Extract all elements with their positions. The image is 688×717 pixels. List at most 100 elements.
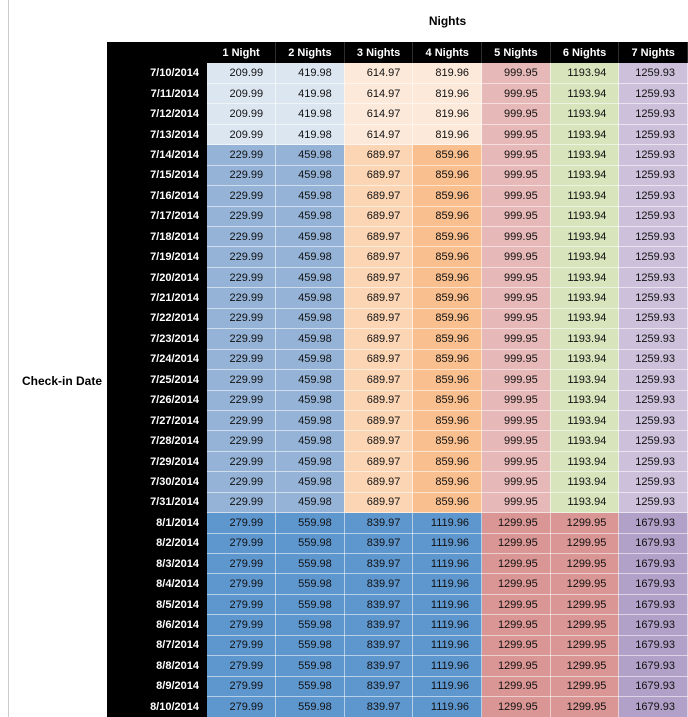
price-cell: 1259.93 — [618, 308, 688, 330]
date-cell: 8/6/2014 — [107, 614, 207, 636]
price-cell: 1193.94 — [550, 63, 620, 84]
table-row: 8/10/2014 279.99 559.98 839.97 1119.96 1299.9… — [107, 696, 688, 717]
price-cell: 819.96 — [412, 63, 483, 84]
price-cell: 1299.95 — [481, 696, 551, 717]
price-cell: 859.96 — [412, 308, 483, 330]
header-row: 1 Night 2 Nights 3 Nights 4 Nights 5 Nights 6… — [107, 42, 688, 63]
price-cell: 1299.95 — [481, 676, 551, 698]
price-cell: 1193.94 — [550, 103, 620, 125]
price-cell: 1259.93 — [618, 369, 688, 391]
price-cell: 229.99 — [207, 144, 277, 166]
price-cell: 559.98 — [275, 573, 345, 595]
price-cell: 559.98 — [275, 696, 345, 717]
table-row: 8/6/2014 279.99 559.98 839.97 1119.96 1299.95… — [107, 614, 688, 636]
price-cell: 859.96 — [412, 165, 483, 187]
price-cell: 209.99 — [207, 103, 277, 125]
price-cell: 1259.93 — [618, 103, 688, 125]
price-cell: 459.98 — [275, 430, 345, 452]
price-cell: 1119.96 — [412, 696, 483, 717]
price-cell: 859.96 — [412, 226, 483, 248]
price-cell: 999.95 — [481, 430, 551, 452]
price-cell: 229.99 — [207, 287, 277, 309]
price-cell: 839.97 — [344, 696, 414, 717]
price-cell: 279.99 — [207, 635, 277, 657]
date-cell: 7/25/2014 — [107, 369, 207, 390]
price-cell: 459.98 — [275, 206, 345, 228]
table-row: 7/21/2014 229.99 459.98 689.97 859.96 999.95 1… — [107, 287, 688, 309]
price-cell: 999.95 — [481, 165, 551, 187]
price-table: 1 Night 2 Nights 3 Nights 4 Nights 5 Nights 6… — [107, 42, 688, 717]
price-cell: 1193.94 — [550, 390, 620, 411]
price-cell: 1259.93 — [618, 492, 688, 514]
table-row: 7/25/2014 229.99 459.98 689.97 859.96 999.95 1… — [107, 369, 688, 391]
table-row: 8/4/2014 279.99 559.98 839.97 1119.96 1299.95… — [107, 573, 688, 595]
price-cell: 279.99 — [207, 676, 277, 698]
price-cell: 1193.94 — [550, 471, 620, 493]
price-cell: 459.98 — [275, 471, 345, 493]
date-cell: 7/18/2014 — [107, 226, 207, 247]
date-cell: 7/23/2014 — [107, 328, 207, 350]
table-row: 7/16/2014 229.99 459.98 689.97 859.96 999.95 1… — [107, 185, 688, 207]
price-cell: 1299.95 — [550, 512, 620, 534]
price-cell: 1193.94 — [550, 369, 620, 391]
price-cell: 689.97 — [344, 226, 414, 248]
price-cell: 229.99 — [207, 451, 277, 473]
col-header: 6 Nights — [550, 42, 620, 63]
price-cell: 1193.94 — [550, 246, 620, 268]
table-row: 7/30/2014 229.99 459.98 689.97 859.96 999.95 1… — [107, 471, 688, 493]
price-cell: 229.99 — [207, 206, 277, 228]
price-cell: 689.97 — [344, 144, 414, 166]
price-cell: 1259.93 — [618, 124, 688, 146]
price-cell: 614.97 — [344, 63, 414, 84]
price-cell: 859.96 — [412, 390, 483, 411]
price-cell: 859.96 — [412, 451, 483, 473]
price-cell: 459.98 — [275, 451, 345, 473]
price-cell: 279.99 — [207, 553, 277, 575]
table-row: 7/23/2014 229.99 459.98 689.97 859.96 999.95 1… — [107, 328, 688, 350]
price-cell: 689.97 — [344, 206, 414, 228]
price-cell: 859.96 — [412, 471, 483, 493]
table-row: 7/11/2014 209.99 419.98 614.97 819.96 999.95 1… — [107, 83, 688, 105]
checkin-date-label: Check-in Date — [21, 374, 102, 388]
price-cell: 859.96 — [412, 349, 483, 371]
price-cell: 229.99 — [207, 308, 277, 330]
price-cell: 999.95 — [481, 124, 551, 146]
price-cell: 559.98 — [275, 614, 345, 636]
table-row: 7/13/2014 209.99 419.98 614.97 819.96 999.95 1… — [107, 124, 688, 146]
table-row: 7/31/2014 229.99 459.98 689.97 859.96 999.95 1… — [107, 492, 688, 514]
price-cell: 559.98 — [275, 553, 345, 575]
price-cell: 1193.94 — [550, 267, 620, 289]
date-cell: 7/14/2014 — [107, 144, 207, 166]
table-row: 8/7/2014 279.99 559.98 839.97 1119.96 1299.95… — [107, 635, 688, 657]
table-row: 7/29/2014 229.99 459.98 689.97 859.96 999.95 1… — [107, 451, 688, 473]
price-cell: 614.97 — [344, 124, 414, 146]
price-cell: 229.99 — [207, 369, 277, 391]
price-cell: 999.95 — [481, 308, 551, 330]
price-cell: 1259.93 — [618, 349, 688, 371]
price-cell: 1299.95 — [550, 655, 620, 677]
price-cell: 999.95 — [481, 83, 551, 105]
table-row: 8/5/2014 279.99 559.98 839.97 1119.96 1299.95… — [107, 594, 688, 616]
date-cell: 7/27/2014 — [107, 410, 207, 431]
price-cell: 1119.96 — [412, 512, 483, 534]
price-cell: 1193.94 — [550, 349, 620, 371]
price-cell: 459.98 — [275, 246, 345, 268]
price-cell: 859.96 — [412, 185, 483, 207]
price-cell: 819.96 — [412, 103, 483, 125]
price-cell: 459.98 — [275, 287, 345, 309]
price-cell: 209.99 — [207, 83, 277, 105]
date-cell: 7/15/2014 — [107, 165, 207, 186]
price-cell: 859.96 — [412, 267, 483, 289]
price-cell: 1259.93 — [618, 287, 688, 309]
pricing-table: Nights 1 Night 2 Nights 3 Nights 4 Nights 5 … — [107, 0, 688, 717]
price-cell: 459.98 — [275, 144, 345, 166]
price-cell: 419.98 — [275, 83, 345, 105]
price-cell: 859.96 — [412, 144, 483, 166]
date-cell: 8/2/2014 — [107, 533, 207, 554]
price-cell: 999.95 — [481, 410, 551, 432]
price-cell: 614.97 — [344, 83, 414, 105]
date-cell: 7/17/2014 — [107, 206, 207, 227]
price-cell: 839.97 — [344, 512, 414, 534]
price-cell: 689.97 — [344, 185, 414, 207]
price-cell: 999.95 — [481, 451, 551, 473]
